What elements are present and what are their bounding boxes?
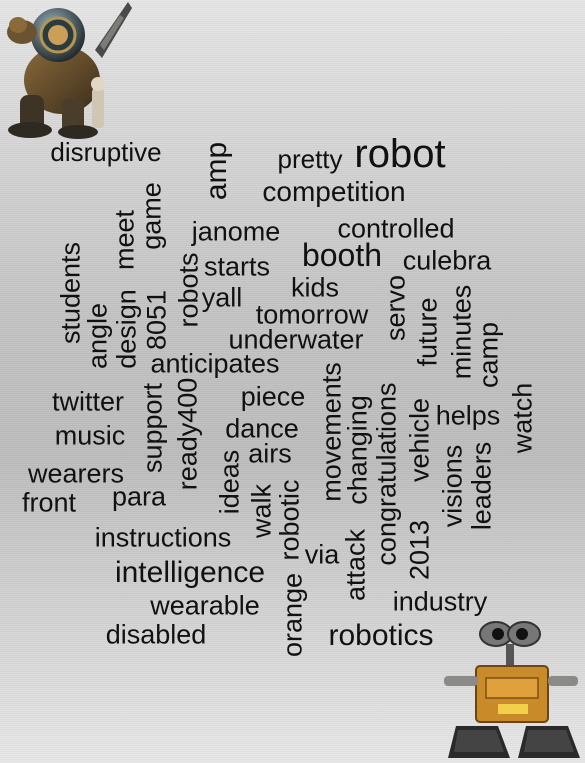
word-helps: helps — [435, 400, 501, 431]
word-disabled: disabled — [105, 619, 207, 650]
word-twitter: twitter — [51, 386, 125, 417]
word-amp: amp — [200, 141, 233, 201]
word-dance: dance — [225, 413, 299, 444]
word-front: front — [21, 487, 77, 518]
word-starts: starts — [203, 251, 271, 282]
word-2013: 2013 — [404, 519, 435, 581]
word-students: students — [55, 241, 86, 345]
word-ideas: ideas — [214, 449, 245, 515]
word-meet: meet — [109, 209, 140, 271]
word-changing: changing — [342, 395, 373, 505]
word-angle: angle — [82, 302, 113, 370]
word-ready400: ready400 — [172, 377, 203, 491]
word-walk: walk — [246, 483, 277, 539]
word-pretty: pretty — [277, 144, 343, 174]
diving-robot-image — [7, 2, 132, 139]
word-disruptive: disruptive — [50, 137, 162, 167]
word-design: design — [111, 289, 142, 369]
word-janome: janome — [191, 216, 281, 247]
word-controlled: controlled — [337, 213, 455, 244]
word-instructions: instructions — [94, 522, 232, 553]
word-congratulations: congratulations — [371, 382, 402, 566]
word-yall: yall — [201, 282, 243, 313]
word-leaders: leaders — [466, 441, 497, 531]
wall-e-robot-image — [444, 621, 580, 758]
word-camp: camp — [473, 321, 504, 389]
word-robotics: robotics — [328, 619, 434, 652]
word-industry: industry — [392, 586, 488, 617]
word-wearers: wearers — [27, 458, 125, 489]
word-competition: competition — [262, 176, 406, 207]
word-via: via — [304, 539, 340, 570]
word-orange: orange — [277, 572, 308, 658]
word-8051: 8051 — [141, 289, 172, 351]
word-kids: kids — [290, 272, 340, 303]
word-visions: visions — [437, 444, 468, 528]
word-airs: airs — [248, 438, 292, 469]
word-intelligence: intelligence — [114, 556, 266, 589]
word-music: music — [54, 420, 126, 451]
word-support: support — [137, 382, 168, 474]
word-culebra: culebra — [402, 245, 492, 276]
word-watch: watch — [507, 382, 538, 454]
word-underwater: underwater — [228, 324, 364, 355]
word-future: future — [412, 297, 443, 367]
word-vehicle: vehicle — [404, 397, 435, 483]
word-game: game — [136, 182, 167, 250]
word-tomorrow: tomorrow — [255, 299, 369, 330]
word-piece: piece — [240, 381, 306, 412]
word-movements: movements — [316, 362, 347, 502]
word-servo: servo — [380, 274, 411, 342]
word-robots: robots — [173, 252, 204, 328]
word-attack: attack — [340, 528, 371, 602]
word-minutes: minutes — [446, 284, 477, 380]
word-robot: robot — [354, 132, 446, 176]
word-anticipates: anticipates — [150, 348, 280, 379]
word-booth: booth — [301, 237, 383, 273]
word-para: para — [111, 481, 167, 512]
word-wearable: wearable — [150, 590, 260, 621]
word-robotic: robotic — [274, 479, 305, 561]
